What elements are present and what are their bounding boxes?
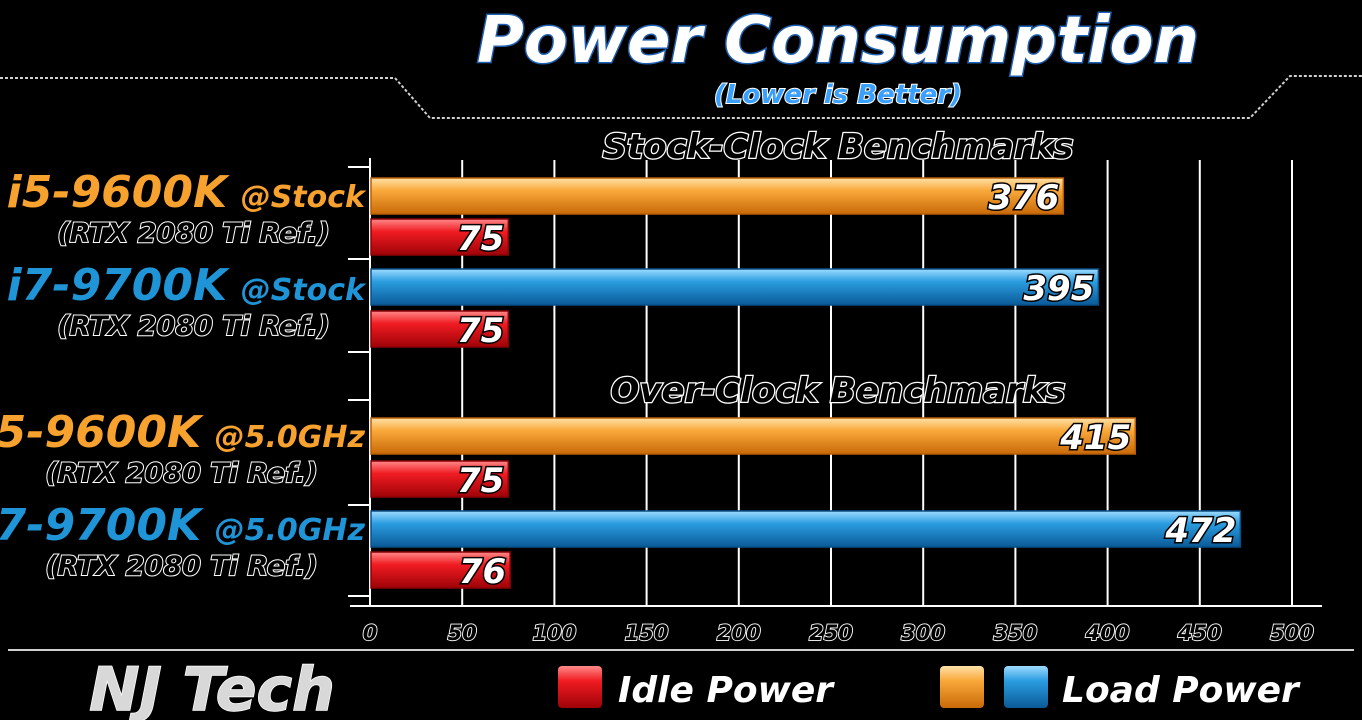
legend-label-idle: Idle Power bbox=[618, 670, 835, 711]
chart-title: Power Consumption bbox=[477, 4, 1199, 78]
x-tick-label: 200 bbox=[717, 621, 761, 645]
gridlines bbox=[461, 160, 1293, 606]
cpu-clock: @Stock bbox=[241, 273, 367, 308]
bar-value-label: 472 bbox=[1164, 511, 1236, 551]
bar-load bbox=[370, 417, 1137, 455]
legend-swatch-load-orange bbox=[940, 666, 984, 708]
nj-tech-logo: NJ Tech bbox=[89, 655, 335, 720]
bar-load bbox=[370, 268, 1100, 306]
bar-load bbox=[370, 510, 1242, 548]
legend-swatch-idle bbox=[558, 666, 602, 708]
bar-value-label: 415 bbox=[1059, 418, 1131, 458]
gpu-label-i5-stock: (RTX 2080 Ti Ref.) bbox=[57, 218, 330, 249]
x-tick-label: 500 bbox=[1270, 621, 1314, 645]
cpu-clock: @5.0GHz bbox=[215, 420, 366, 455]
x-tick-label: 50 bbox=[448, 621, 477, 645]
bar-idle bbox=[370, 218, 510, 256]
section-label-stock: Stock-Clock Benchmarks bbox=[602, 127, 1073, 167]
bar-value-label: 75 bbox=[457, 461, 504, 501]
legend-label-load: Load Power bbox=[1062, 670, 1301, 711]
cpu-clock: @Stock bbox=[241, 180, 367, 215]
x-tick-label: 450 bbox=[1177, 621, 1222, 645]
cpu-label-i5-oc: i5-9600K @5.0GHz bbox=[0, 407, 366, 458]
axes bbox=[348, 158, 1322, 607]
legend-swatch-load-blue bbox=[1004, 666, 1048, 708]
legend: Idle Power Load Power bbox=[558, 666, 1301, 711]
x-tick-label: 300 bbox=[901, 621, 945, 645]
cpu-label-i5-stock: i5-9600K @Stock bbox=[7, 167, 367, 218]
bar-idle bbox=[370, 551, 511, 589]
x-tick-label: 150 bbox=[625, 621, 669, 645]
x-tick-labels: 0 50 100 150 200 250 300 350 400 450 500 bbox=[362, 620, 1315, 646]
bar-value-label: 395 bbox=[1023, 269, 1094, 309]
cpu-name: i5-9600K bbox=[0, 407, 204, 458]
bar-idle bbox=[370, 310, 510, 348]
x-tick-label: 0 bbox=[363, 621, 378, 645]
gpu-label-i7-oc: (RTX 2080 Ti Ref.) bbox=[45, 551, 318, 582]
bar-value-label: 75 bbox=[457, 311, 504, 351]
bar-load bbox=[370, 177, 1065, 215]
cpu-name: i5-9600K bbox=[7, 167, 230, 218]
x-tick-label: 400 bbox=[1085, 621, 1130, 645]
gpu-label-i5-oc: (RTX 2080 Ti Ref.) bbox=[45, 458, 318, 489]
bars: 376 75 395 75 415 75 472 76 bbox=[370, 177, 1242, 594]
x-tick-label: 350 bbox=[993, 621, 1037, 645]
bar-value-label: 76 bbox=[459, 552, 506, 592]
x-tick-label: 250 bbox=[809, 621, 853, 645]
header-frame bbox=[0, 75, 1362, 119]
cpu-label-i7-stock: i7-9700K @Stock bbox=[7, 260, 367, 311]
chart-subtitle: (Lower is Better) bbox=[714, 80, 962, 110]
bar-value-label: 75 bbox=[457, 219, 504, 259]
section-label-overclock: Over-Clock Benchmarks bbox=[610, 371, 1065, 411]
bar-value-label: 376 bbox=[988, 178, 1059, 218]
cpu-label-i7-oc: i7-9700K @5.0GHz bbox=[0, 500, 366, 551]
cpu-name: i7-9700K bbox=[0, 500, 204, 551]
cpu-clock: @5.0GHz bbox=[215, 513, 366, 548]
bar-idle bbox=[370, 460, 510, 498]
cpu-name: i7-9700K bbox=[7, 260, 230, 311]
gpu-label-i7-stock: (RTX 2080 Ti Ref.) bbox=[57, 311, 330, 342]
x-tick-label: 100 bbox=[532, 621, 576, 645]
